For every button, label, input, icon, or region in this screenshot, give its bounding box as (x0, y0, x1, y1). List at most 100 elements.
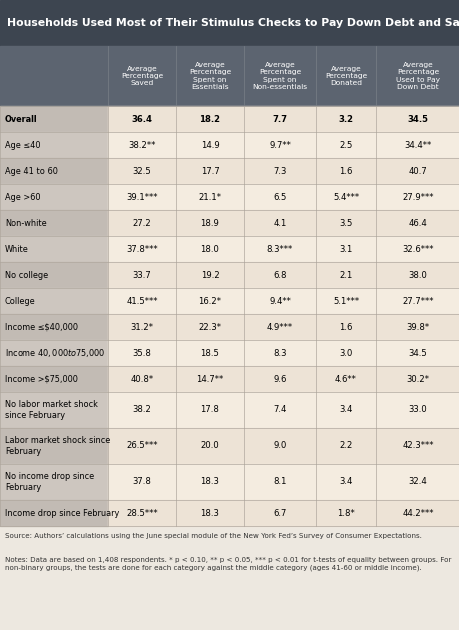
Bar (176, 132, 243, 158)
Bar (176, 314, 243, 340)
Text: 26.5***: 26.5*** (126, 442, 157, 450)
Bar (176, 158, 243, 184)
Text: 39.1***: 39.1*** (126, 193, 157, 202)
Bar (375, 236, 459, 262)
Bar (0, 428, 108, 464)
Bar (0, 288, 108, 314)
Text: 34.5: 34.5 (408, 348, 426, 357)
Bar (375, 158, 459, 184)
Text: College: College (5, 297, 35, 306)
Text: 5.1***: 5.1*** (332, 297, 358, 306)
Bar (108, 366, 176, 392)
Bar (243, 132, 315, 158)
Bar (243, 262, 315, 288)
Text: 9.4**: 9.4** (269, 297, 290, 306)
Text: 19.2: 19.2 (200, 270, 219, 280)
Bar (315, 158, 375, 184)
Bar (0, 46, 459, 106)
Bar (315, 340, 375, 366)
Text: Average
Percentage
Spent on
Non-essentials: Average Percentage Spent on Non-essentia… (252, 62, 307, 90)
Bar (0, 0, 459, 46)
Text: 7.7: 7.7 (272, 115, 287, 123)
Text: 9.6: 9.6 (273, 374, 286, 384)
Text: 18.3: 18.3 (200, 478, 219, 486)
Bar (108, 158, 176, 184)
Bar (375, 392, 459, 428)
Bar (243, 184, 315, 210)
Text: Average
Percentage
Saved: Average Percentage Saved (121, 66, 163, 86)
Text: 8.1: 8.1 (273, 478, 286, 486)
Bar (375, 288, 459, 314)
Bar (176, 366, 243, 392)
Text: 3.4: 3.4 (339, 406, 352, 415)
Bar (243, 158, 315, 184)
Text: 18.3: 18.3 (200, 508, 219, 517)
Bar (315, 314, 375, 340)
Text: 44.2***: 44.2*** (401, 508, 433, 517)
Text: 1.6: 1.6 (339, 323, 352, 331)
Text: Income $40,000 to $75,000: Income $40,000 to $75,000 (5, 347, 105, 359)
Text: 8.3***: 8.3*** (266, 244, 292, 253)
Text: 40.8*: 40.8* (130, 374, 153, 384)
Bar (375, 106, 459, 132)
Bar (315, 106, 375, 132)
Text: 18.9: 18.9 (200, 219, 219, 227)
Text: 14.9: 14.9 (200, 140, 219, 149)
Bar (0, 158, 108, 184)
Text: 38.0: 38.0 (408, 270, 426, 280)
Text: 18.2: 18.2 (199, 115, 220, 123)
Text: 34.5: 34.5 (407, 115, 428, 123)
Bar (315, 392, 375, 428)
Bar (315, 184, 375, 210)
Bar (176, 184, 243, 210)
Bar (176, 392, 243, 428)
Bar (243, 366, 315, 392)
Text: 36.4: 36.4 (131, 115, 152, 123)
Text: 14.7**: 14.7** (196, 374, 223, 384)
Bar (176, 288, 243, 314)
Text: Age 41 to 60: Age 41 to 60 (5, 166, 58, 176)
Bar (315, 210, 375, 236)
Bar (243, 288, 315, 314)
Text: 33.7: 33.7 (132, 270, 151, 280)
Text: 21.1*: 21.1* (198, 193, 221, 202)
Text: 37.8: 37.8 (132, 478, 151, 486)
Text: 3.0: 3.0 (339, 348, 352, 357)
Text: 38.2: 38.2 (132, 406, 151, 415)
Bar (176, 500, 243, 526)
Bar (108, 236, 176, 262)
Text: 16.2*: 16.2* (198, 297, 221, 306)
Text: Source: Authors’ calculations using the June special module of the New York Fed’: Source: Authors’ calculations using the … (5, 533, 421, 539)
Bar (176, 464, 243, 500)
Text: 6.8: 6.8 (273, 270, 286, 280)
Bar (176, 262, 243, 288)
Text: 17.8: 17.8 (200, 406, 219, 415)
Bar (108, 340, 176, 366)
Bar (0, 366, 108, 392)
Bar (375, 428, 459, 464)
Bar (108, 184, 176, 210)
Text: Income >$75,000: Income >$75,000 (5, 374, 78, 384)
Text: 6.7: 6.7 (273, 508, 286, 517)
Bar (243, 210, 315, 236)
Bar (108, 500, 176, 526)
Bar (0, 314, 108, 340)
Text: 46.4: 46.4 (408, 219, 426, 227)
Bar (375, 314, 459, 340)
Text: 3.1: 3.1 (339, 244, 352, 253)
Text: 40.7: 40.7 (408, 166, 426, 176)
Bar (108, 106, 176, 132)
Text: 2.1: 2.1 (339, 270, 352, 280)
Bar (315, 132, 375, 158)
Bar (108, 288, 176, 314)
Text: Households Used Most of Their Stimulus Checks to Pay Down Debt and Save: Households Used Most of Their Stimulus C… (7, 18, 459, 28)
Text: 34.4**: 34.4** (403, 140, 431, 149)
Text: Income ≤$40,000: Income ≤$40,000 (5, 323, 78, 331)
Bar (315, 236, 375, 262)
Bar (315, 288, 375, 314)
Text: Average
Percentage
Spent on
Essentials: Average Percentage Spent on Essentials (189, 62, 230, 90)
Text: 27.7***: 27.7*** (401, 297, 433, 306)
Text: 35.8: 35.8 (132, 348, 151, 357)
Text: 3.5: 3.5 (339, 219, 352, 227)
Text: 22.3*: 22.3* (198, 323, 221, 331)
